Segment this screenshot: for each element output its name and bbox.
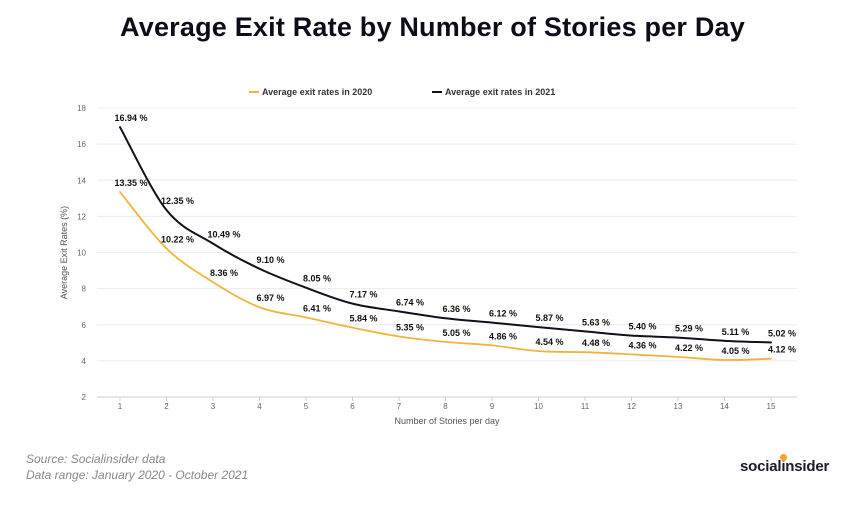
data-label: 9.10 % [256,255,284,265]
data-label: 5.84 % [349,314,377,324]
data-label: 4.22 % [675,343,703,353]
x-tick-label: 9 [490,402,495,411]
logo-dot-letter: i [781,458,786,475]
data-range-note: Data range: January 2020 - October 2021 [26,468,249,482]
chart-title: Average Exit Rate by Number of Stories p… [120,12,745,42]
data-label: 4.54 % [535,337,563,347]
data-label: 12.35 % [161,196,194,206]
grid [97,107,797,398]
data-label: 4.86 % [489,331,517,341]
data-label: 4.36 % [628,340,656,350]
data-label: 13.35 % [114,178,147,188]
y-tick-label: 14 [77,176,86,185]
data-labels: 13.35 % 10.22 % 8.36 % 6.97 % 6.41 % 5.84 % 5.… [114,113,796,356]
y-tick-label: 2 [82,393,87,402]
series-lines [119,126,772,361]
data-label: 5.63 % [582,317,610,327]
data-label: 7.17 % [349,290,377,300]
x-tick-label: 1 [118,402,123,411]
data-label: 10.49 % [207,230,240,240]
data-label: 6.12 % [489,309,517,319]
data-label: 10.22 % [161,235,194,245]
data-label: 6.74 % [396,297,424,307]
y-tick-label: 16 [77,140,86,149]
y-axis-label: Average Exit Rates (%) [59,206,69,299]
data-label: 5.87 % [535,313,563,323]
x-tick-label: 10 [534,402,543,411]
data-label: 8.05 % [303,274,331,284]
x-tick-label: 5 [304,402,309,411]
data-label: 8.36 % [210,268,238,278]
source-note: Source: Socialinsider data [26,452,166,466]
data-label: 5.11 % [722,327,750,337]
data-label: 5.40 % [628,322,656,332]
data-label: 6.36 % [442,304,470,314]
y-tick-label: 4 [82,357,87,366]
x-tick-label: 13 [674,402,683,411]
data-label: 4.05 % [721,346,749,356]
data-label: 4.12 % [768,345,796,355]
data-label: 4.48 % [582,338,610,348]
y-tick-label: 8 [82,285,87,294]
logo-prefix: social [740,458,782,475]
data-label: 16.94 % [114,113,147,123]
x-tick-label: 15 [767,402,776,411]
x-tick-label: 11 [581,402,590,411]
x-tick-label: 14 [720,402,729,411]
data-label: 6.41 % [303,303,331,313]
legend-label-2: Average exit rates in 2021 [445,87,555,97]
legend-label-1: Average exit rates in 2020 [262,87,372,97]
data-label: 5.35 % [396,322,424,332]
data-label: 6.97 % [256,293,284,303]
x-tick-label: 12 [627,402,636,411]
series-line-2 [119,126,772,344]
x-tick-label: 3 [211,402,216,411]
x-tick-label: 7 [397,402,402,411]
x-tick-label: 6 [350,402,355,411]
x-tick-label: 2 [164,402,169,411]
y-tick-label: 18 [77,104,86,113]
logo-suffix: nsider [785,458,830,475]
legend: Average exit rates in 2020 Average exit r… [249,87,555,97]
series-line-1 [119,191,772,361]
data-label: 5.29 % [675,324,703,334]
x-tick-label: 4 [257,402,262,411]
socialinsider-logo: socialinsider [740,458,829,475]
data-label: 5.02 % [768,328,796,338]
x-axis-label: Number of Stories per day [394,416,500,426]
y-tick-label: 6 [82,321,87,330]
x-tick-label: 8 [443,402,448,411]
data-label: 5.05 % [442,328,470,338]
y-tick-label: 12 [77,212,86,221]
y-tick-label: 10 [77,249,86,258]
